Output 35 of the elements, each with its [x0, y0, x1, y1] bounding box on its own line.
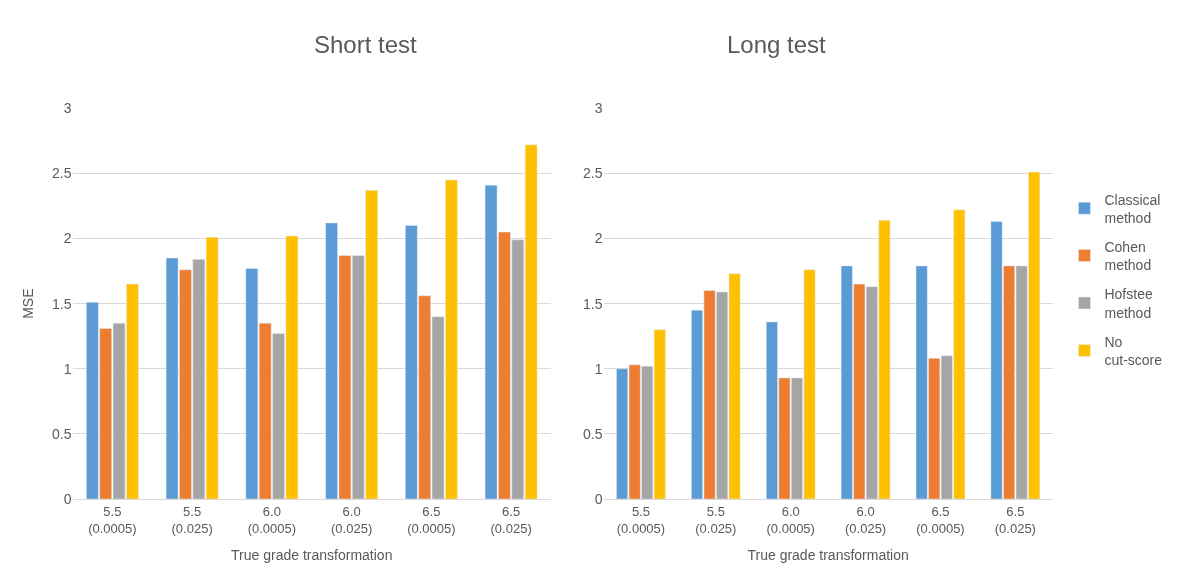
y-tick-label: 3	[63, 100, 72, 117]
legend-label: Cohen method	[1104, 238, 1152, 274]
y-axis-title: MSE	[19, 288, 36, 319]
y-tick-label: 3	[594, 100, 603, 117]
y-tick-label: 1.5	[52, 295, 72, 312]
y-tick-label: 0.5	[52, 425, 72, 442]
x-tick-label: 6.5 (0.0005)	[916, 503, 965, 536]
y-tick-label: 2.5	[583, 165, 603, 182]
legend-label: Classical method	[1104, 191, 1161, 226]
x-tick-label: 6.5 (0.0005)	[407, 503, 456, 536]
y-tick-label: 1.5	[583, 295, 603, 312]
y-tick-label: 2	[63, 230, 72, 247]
y-tick-label: 2	[594, 230, 603, 247]
x-tick-label: 6.5 (0.025)	[490, 503, 532, 536]
chart-title: Long test	[727, 31, 827, 58]
y-tick-label: 1	[63, 360, 72, 377]
y-tick-label: 0.5	[583, 425, 603, 442]
x-tick-label: 5.5 (0.025)	[171, 503, 213, 536]
legend-label: No cut-score	[1104, 333, 1163, 368]
x-tick-label: 6.0 (0.025)	[844, 503, 887, 536]
y-tick-label: 0	[63, 490, 72, 507]
x-axis-title: True grade transformation	[747, 546, 909, 563]
x-tick-label: 5.5 (0.0005)	[616, 503, 666, 536]
x-tick-label: 6.0 (0.025)	[331, 503, 373, 536]
x-axis-title: True grade transformation	[231, 546, 393, 563]
chart-title: Short test	[314, 31, 418, 58]
x-tick-label: 5.5 (0.025)	[695, 503, 737, 536]
x-tick-label: 5.5 (0.0005)	[88, 503, 137, 536]
legend-label: Hofstee method	[1104, 286, 1153, 321]
x-tick-label: 6.0 (0.0005)	[766, 503, 815, 536]
x-tick-label: 6.5 (0.025)	[994, 503, 1036, 536]
y-tick-label: 0	[594, 490, 603, 507]
y-tick-label: 1	[594, 360, 603, 377]
y-tick-label: 2.5	[52, 165, 72, 182]
x-tick-label: 6.0 (0.0005)	[247, 503, 297, 536]
